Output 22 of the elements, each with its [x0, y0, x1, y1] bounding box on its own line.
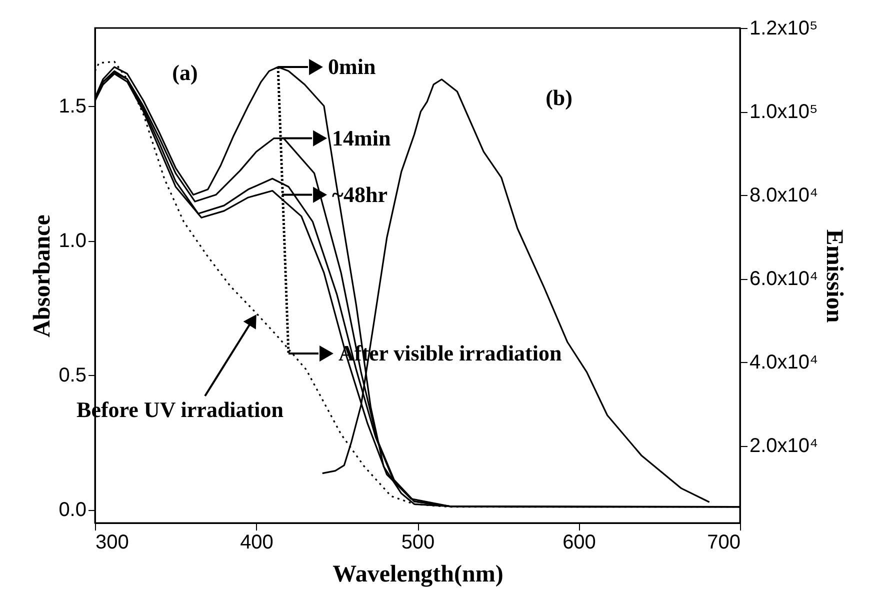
y2-tick-label: 1.2x10⁵ — [750, 18, 818, 40]
y-tick-label: 1.0 — [58, 230, 86, 252]
x-tick-label: 600 — [562, 532, 596, 554]
x-tick-label: 500 — [401, 532, 435, 554]
y2-tick-label: 6.0x10⁴ — [750, 268, 818, 290]
x-tick-label: 700 — [707, 532, 740, 554]
annotation: (a) — [172, 60, 198, 85]
x-tick-label: 400 — [240, 532, 274, 554]
annotation: 0min — [328, 54, 376, 80]
y2-tick-label: 1.0x10⁵ — [750, 101, 818, 124]
y-tick-label: 0.0 — [58, 499, 86, 522]
annotation: (b) — [546, 85, 572, 110]
y2-tick-label: 8.0x10⁴ — [750, 184, 818, 207]
y2-axis-title: Emission — [821, 229, 848, 323]
y2-tick-label: 4.0x10⁴ — [750, 352, 818, 374]
y-tick-label: 0.5 — [58, 364, 86, 387]
y2-tick-label: 2.0x10⁴ — [750, 435, 818, 458]
y-tick-label: 1.5 — [58, 96, 86, 118]
annotation: 14min — [332, 125, 391, 150]
x-axis-title: Wavelength(nm) — [332, 562, 504, 588]
x-tick-label: 300 — [96, 532, 129, 554]
y-axis-title: Absorbance — [30, 214, 56, 338]
